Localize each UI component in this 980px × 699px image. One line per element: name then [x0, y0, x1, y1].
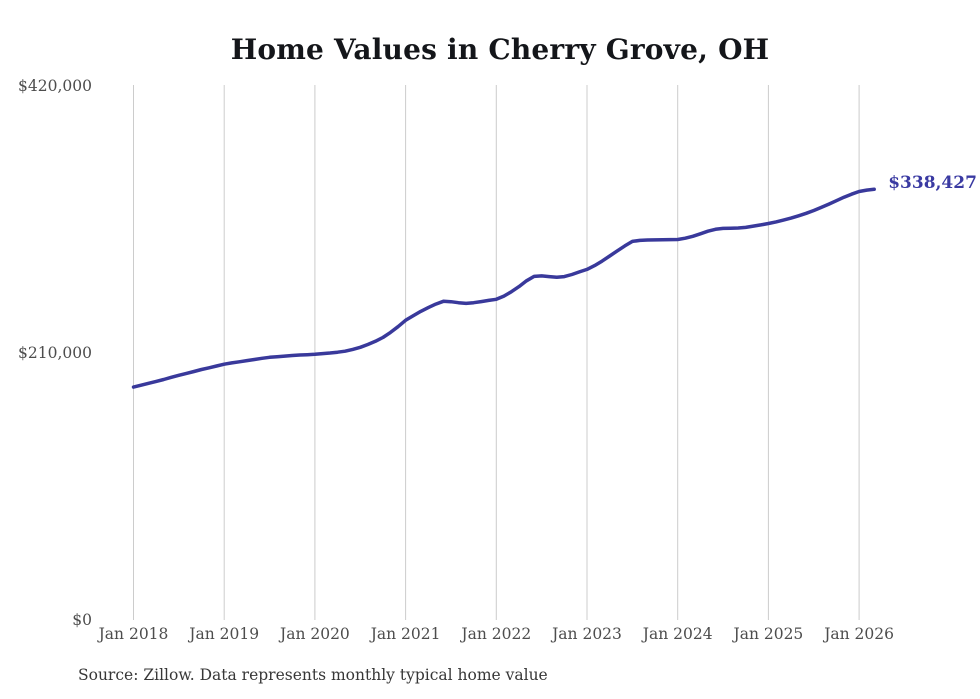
- home-value-line: [131, 187, 876, 389]
- x-tick-label: Jan 2025: [733, 625, 804, 643]
- y-tick-label: $210,000: [18, 343, 92, 362]
- x-tick-label: Jan 2018: [98, 625, 169, 643]
- x-tick-label: Jan 2021: [370, 625, 441, 643]
- x-tick-label: Jan 2024: [642, 625, 713, 643]
- x-tick-label: Jan 2022: [461, 625, 532, 643]
- latest-value-label: $338,427: [888, 173, 977, 194]
- y-tick-label: $420,000: [18, 76, 92, 95]
- x-tick-label: Jan 2019: [189, 625, 260, 643]
- source-note: Source: Zillow. Data represents monthly …: [78, 666, 548, 684]
- y-tick-label: $0: [72, 611, 92, 629]
- x-tick-label: Jan 2026: [824, 625, 894, 643]
- x-tick-label: Jan 2023: [552, 625, 622, 643]
- chart-title: Home Values in Cherry Grove, OH: [230, 33, 770, 66]
- x-tick-label: Jan 2020: [279, 625, 350, 643]
